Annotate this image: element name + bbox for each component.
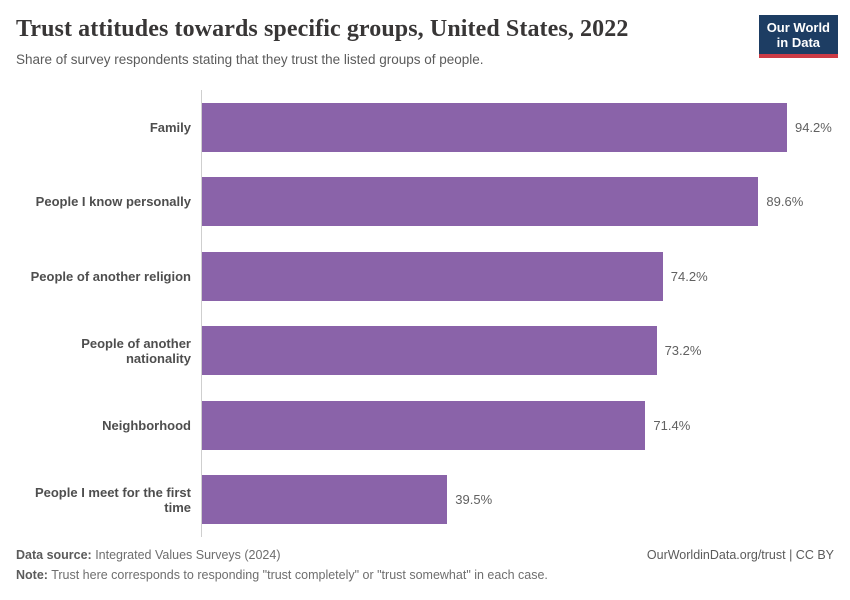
bar-track: 89.6% [201, 164, 823, 239]
value-label: 89.6% [766, 194, 804, 210]
page-title: Trust attitudes towards specific groups,… [16, 16, 629, 42]
owid-logo[interactable]: Our World in Data [758, 15, 838, 58]
bar-track: 74.2% [201, 239, 823, 314]
bar-row: Neighborhood 71.4% [16, 388, 850, 463]
bar[interactable] [202, 251, 663, 301]
bar-row: People of another nationality 73.2% [16, 313, 850, 388]
bar-row: People I know personally 89.6% [16, 164, 850, 239]
bar-track: 71.4% [201, 388, 823, 463]
note-label: Note: [16, 568, 48, 582]
bar-track: 39.5% [201, 462, 823, 537]
bar[interactable] [202, 177, 759, 227]
chart-subtitle: Share of survey respondents stating that… [16, 52, 484, 67]
chart-footer: Data source: Integrated Values Surveys (… [16, 545, 834, 585]
owid-logo-line2: in Data [776, 35, 821, 50]
footer-left: Data source: Integrated Values Surveys (… [16, 545, 548, 585]
note-line: Note: Trust here corresponds to respondi… [16, 565, 548, 585]
value-label: 94.2% [794, 119, 832, 135]
category-label: People I know personally [35, 194, 191, 210]
category-label: People of another religion [30, 268, 191, 284]
bar[interactable] [202, 326, 657, 376]
bar[interactable] [202, 475, 448, 525]
owid-logo-line1: Our World [766, 20, 830, 35]
attribution-link[interactable]: OurWorldinData.org/trust | CC BY [646, 548, 834, 562]
value-label: 73.2% [664, 343, 702, 359]
note-text: Trust here corresponds to responding "tr… [47, 568, 548, 582]
value-label: 74.2% [670, 268, 708, 284]
bar-track: 73.2% [201, 313, 823, 388]
bar[interactable] [202, 102, 787, 152]
category-label: People of another nationality [81, 335, 191, 366]
plot-area: Family 94.2% People I know personally 89.6%… [16, 90, 850, 537]
category-label: Neighborhood [102, 417, 191, 433]
category-label: People I meet for the first time [34, 484, 191, 515]
bar-row: Family 94.2% [16, 90, 850, 165]
value-label: 71.4% [653, 417, 691, 433]
bar-row: People of another religion 74.2% [16, 239, 850, 314]
value-label: 39.5% [455, 492, 493, 508]
data-source-text: Integrated Values Surveys (2024) [91, 548, 281, 562]
chart-header: Trust attitudes towards specific groups,… [16, 14, 838, 68]
bar-chart: Family 94.2% People I know personally 89.6%… [16, 90, 850, 537]
data-source-label: Data source: [16, 548, 92, 562]
bar-row: People I meet for the first time 39.5% [16, 462, 850, 537]
data-source-line: Data source: Integrated Values Surveys (… [16, 545, 548, 565]
bar[interactable] [202, 400, 646, 450]
category-label: Family [149, 119, 191, 135]
bar-track: 94.2% [201, 90, 832, 165]
